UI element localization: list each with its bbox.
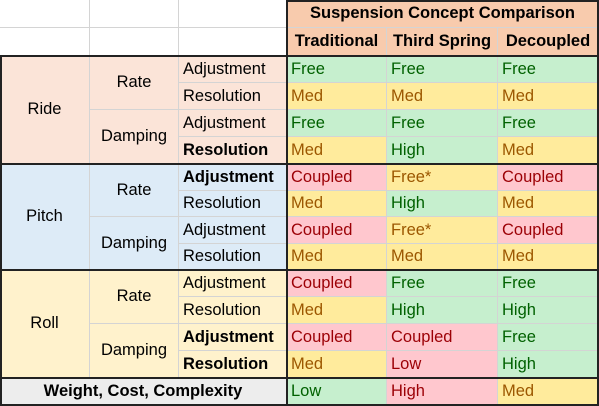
rating-cell[interactable]: Free: [498, 270, 599, 297]
empty-corner-cell[interactable]: [0, 28, 90, 56]
rating-cell[interactable]: Med: [287, 351, 387, 378]
subcategory-ride-damping[interactable]: Damping: [90, 110, 179, 164]
rating-cell[interactable]: Med: [498, 137, 599, 164]
group-border: [597, 0, 599, 406]
rating-cell[interactable]: Free: [387, 56, 498, 83]
column-header-decoupled[interactable]: Decoupled: [498, 28, 599, 56]
rating-cell[interactable]: Free*: [387, 164, 498, 191]
rating-cell[interactable]: Coupled: [287, 164, 387, 191]
aspect-ride-rate-resolution[interactable]: Resolution: [179, 83, 287, 110]
table-title[interactable]: Suspension Concept Comparison: [287, 0, 599, 28]
rating-cell[interactable]: Free: [387, 110, 498, 137]
subcategory-roll-rate[interactable]: Rate: [90, 270, 179, 324]
rating-cell[interactable]: Coupled: [498, 164, 599, 191]
rating-cell[interactable]: Coupled: [498, 217, 599, 244]
rating-cell[interactable]: Free: [287, 110, 387, 137]
aspect-pitch-damping-resolution[interactable]: Resolution: [179, 244, 287, 270]
group-border: [0, 55, 599, 57]
rating-cell[interactable]: Coupled: [387, 324, 498, 351]
group-border: [0, 163, 599, 165]
aspect-pitch-rate-resolution[interactable]: Resolution: [179, 191, 287, 217]
column-header-third-spring[interactable]: Third Spring: [387, 28, 498, 56]
aspect-roll-rate-adjustment[interactable]: Adjustment: [179, 270, 287, 297]
category-roll[interactable]: Roll: [0, 270, 90, 378]
rating-cell[interactable]: Med: [387, 83, 498, 110]
rating-cell[interactable]: High: [387, 137, 498, 164]
category-ride[interactable]: Ride: [0, 56, 90, 164]
column-header-traditional[interactable]: Traditional: [287, 28, 387, 56]
empty-corner-cell[interactable]: [90, 0, 179, 28]
rating-cell[interactable]: Med: [287, 191, 387, 217]
group-border: [0, 377, 599, 379]
group-border: [0, 56, 2, 406]
subcategory-ride-rate[interactable]: Rate: [90, 56, 179, 110]
aspect-roll-damping-adjustment[interactable]: Adjustment: [179, 324, 287, 351]
category-pitch[interactable]: Pitch: [0, 164, 90, 270]
rating-cell[interactable]: Coupled: [287, 324, 387, 351]
rating-cell[interactable]: High: [387, 297, 498, 324]
rating-cell[interactable]: Low: [287, 378, 387, 406]
rating-cell[interactable]: Med: [498, 378, 599, 406]
aspect-roll-rate-resolution[interactable]: Resolution: [179, 297, 287, 324]
rating-cell[interactable]: Free: [498, 324, 599, 351]
rating-cell[interactable]: High: [498, 351, 599, 378]
footer-label[interactable]: Weight, Cost, Complexity: [0, 378, 287, 406]
aspect-ride-damping-adjustment[interactable]: Adjustment: [179, 110, 287, 137]
rating-cell[interactable]: Free: [498, 110, 599, 137]
rating-cell[interactable]: High: [387, 378, 498, 406]
empty-corner-cell[interactable]: [179, 28, 287, 56]
group-border: [286, 0, 288, 406]
rating-cell[interactable]: Med: [287, 297, 387, 324]
empty-corner-cell[interactable]: [0, 0, 90, 28]
rating-cell[interactable]: Med: [287, 244, 387, 270]
rating-cell[interactable]: Coupled: [287, 217, 387, 244]
rating-cell[interactable]: Med: [498, 83, 599, 110]
rating-cell[interactable]: Free: [287, 56, 387, 83]
rating-cell[interactable]: Med: [387, 244, 498, 270]
rating-cell[interactable]: Free: [498, 56, 599, 83]
subcategory-roll-damping[interactable]: Damping: [90, 324, 179, 378]
subcategory-pitch-rate[interactable]: Rate: [90, 164, 179, 217]
aspect-roll-damping-resolution[interactable]: Resolution: [179, 351, 287, 378]
empty-corner-cell[interactable]: [179, 0, 287, 28]
rating-cell[interactable]: Coupled: [287, 270, 387, 297]
aspect-ride-damping-resolution[interactable]: Resolution: [179, 137, 287, 164]
rating-cell[interactable]: Free*: [387, 217, 498, 244]
rating-cell[interactable]: Med: [498, 244, 599, 270]
group-border: [287, 0, 599, 2]
rating-cell[interactable]: Med: [498, 191, 599, 217]
empty-corner-cell[interactable]: [90, 28, 179, 56]
rating-cell[interactable]: Med: [287, 137, 387, 164]
rating-cell[interactable]: Med: [287, 83, 387, 110]
rating-cell[interactable]: Free: [387, 270, 498, 297]
group-border: [0, 269, 599, 271]
aspect-ride-rate-adjustment[interactable]: Adjustment: [179, 56, 287, 83]
group-border: [0, 404, 599, 406]
aspect-pitch-rate-adjustment[interactable]: Adjustment: [179, 164, 287, 191]
subcategory-pitch-damping[interactable]: Damping: [90, 217, 179, 270]
aspect-pitch-damping-adjustment[interactable]: Adjustment: [179, 217, 287, 244]
rating-cell[interactable]: High: [387, 191, 498, 217]
rating-cell[interactable]: High: [498, 297, 599, 324]
rating-cell[interactable]: Low: [387, 351, 498, 378]
